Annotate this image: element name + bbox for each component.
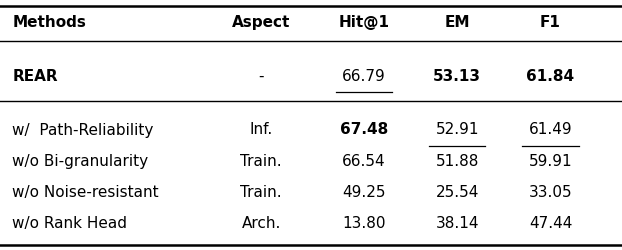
Text: EM: EM (445, 15, 470, 30)
Text: 67.48: 67.48 (340, 122, 388, 138)
Text: 13.80: 13.80 (342, 216, 386, 231)
Text: w/o Bi-granularity: w/o Bi-granularity (12, 154, 149, 169)
Text: 66.54: 66.54 (342, 154, 386, 169)
Text: 51.88: 51.88 (435, 154, 479, 169)
Text: -: - (259, 69, 264, 84)
Text: w/o Rank Head: w/o Rank Head (12, 216, 128, 231)
Text: 52.91: 52.91 (435, 122, 479, 138)
Text: 33.05: 33.05 (529, 185, 572, 200)
Text: Train.: Train. (241, 185, 282, 200)
Text: 49.25: 49.25 (342, 185, 386, 200)
Text: 25.54: 25.54 (435, 185, 479, 200)
Text: REAR: REAR (12, 69, 58, 84)
Text: 53.13: 53.13 (433, 69, 481, 84)
Text: Arch.: Arch. (241, 216, 281, 231)
Text: 59.91: 59.91 (529, 154, 572, 169)
Text: 66.79: 66.79 (342, 69, 386, 84)
Text: w/o Noise-resistant: w/o Noise-resistant (12, 185, 159, 200)
Text: 47.44: 47.44 (529, 216, 572, 231)
Text: Inf.: Inf. (249, 122, 273, 138)
Text: 61.49: 61.49 (529, 122, 572, 138)
Text: Hit@1: Hit@1 (338, 15, 389, 30)
Text: F1: F1 (540, 15, 561, 30)
Text: Methods: Methods (12, 15, 86, 30)
Text: 61.84: 61.84 (526, 69, 575, 84)
Text: Aspect: Aspect (232, 15, 290, 30)
Text: w/  Path-Reliability: w/ Path-Reliability (12, 122, 154, 138)
Text: 38.14: 38.14 (435, 216, 479, 231)
Text: Train.: Train. (241, 154, 282, 169)
